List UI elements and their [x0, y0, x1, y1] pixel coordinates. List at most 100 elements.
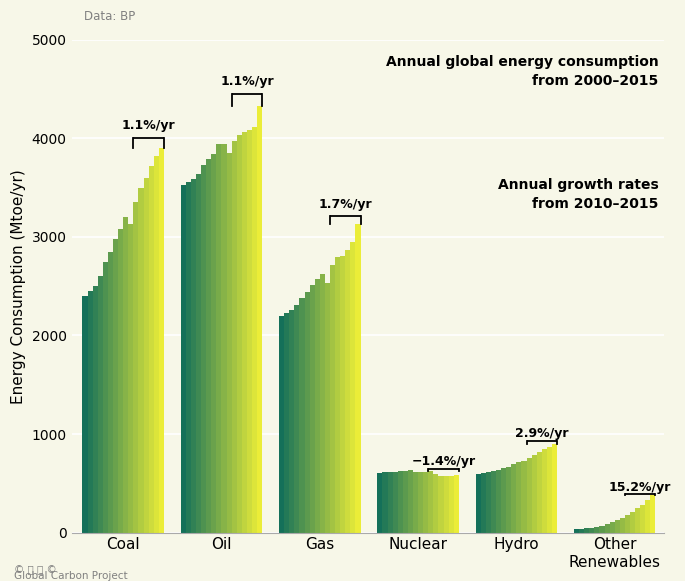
Bar: [144, 178, 149, 533]
Bar: [453, 475, 459, 533]
Bar: [393, 472, 398, 533]
Bar: [398, 471, 403, 533]
Bar: [88, 291, 92, 533]
Bar: [314, 279, 320, 533]
Bar: [635, 508, 640, 533]
Bar: [237, 135, 242, 533]
Bar: [153, 156, 159, 533]
Bar: [356, 224, 360, 533]
Bar: [552, 444, 557, 533]
Bar: [434, 475, 438, 533]
Bar: [221, 144, 227, 533]
Bar: [423, 472, 428, 533]
Bar: [325, 284, 330, 533]
Text: 1.7%/yr: 1.7%/yr: [319, 198, 372, 211]
Bar: [257, 106, 262, 533]
Bar: [527, 458, 532, 533]
Bar: [284, 313, 289, 533]
Bar: [350, 242, 356, 533]
Bar: [206, 159, 211, 533]
Bar: [382, 472, 388, 533]
Bar: [408, 470, 413, 533]
Bar: [123, 217, 128, 533]
Bar: [579, 529, 584, 533]
Bar: [191, 179, 196, 533]
Bar: [82, 296, 88, 533]
Bar: [501, 468, 506, 533]
Bar: [252, 127, 257, 533]
Bar: [537, 452, 542, 533]
Bar: [335, 257, 340, 533]
Text: © ⓘ Ⓢ ©: © ⓘ Ⓢ ©: [14, 565, 56, 575]
Bar: [645, 500, 650, 533]
Bar: [92, 286, 98, 533]
Bar: [201, 165, 206, 533]
Bar: [295, 305, 299, 533]
Text: −1.4%/yr: −1.4%/yr: [412, 456, 475, 468]
Text: Annual growth rates
from 2010–2015: Annual growth rates from 2010–2015: [498, 178, 658, 211]
Bar: [542, 449, 547, 533]
Bar: [481, 474, 486, 533]
Bar: [108, 252, 113, 533]
Bar: [232, 141, 237, 533]
Bar: [216, 144, 221, 533]
Text: 15.2%/yr: 15.2%/yr: [609, 480, 671, 494]
Bar: [138, 188, 144, 533]
Text: 1.1%/yr: 1.1%/yr: [220, 75, 274, 88]
Bar: [650, 495, 656, 533]
Bar: [98, 277, 103, 533]
Bar: [584, 528, 589, 533]
Bar: [511, 464, 516, 533]
Bar: [242, 132, 247, 533]
Bar: [444, 476, 449, 533]
Bar: [159, 148, 164, 533]
Text: Annual global energy consumption
from 2000–2015: Annual global energy consumption from 20…: [386, 55, 658, 88]
Bar: [345, 250, 350, 533]
Bar: [625, 515, 630, 533]
Bar: [640, 504, 645, 533]
Bar: [305, 292, 310, 533]
Bar: [614, 520, 620, 533]
Bar: [227, 153, 232, 533]
Bar: [128, 224, 134, 533]
Bar: [330, 264, 335, 533]
Bar: [428, 471, 434, 533]
Bar: [118, 229, 123, 533]
Bar: [506, 467, 511, 533]
Bar: [134, 202, 138, 533]
Bar: [377, 474, 382, 533]
Bar: [196, 174, 201, 533]
Bar: [547, 447, 552, 533]
Bar: [630, 512, 635, 533]
Bar: [149, 166, 153, 533]
Bar: [516, 462, 521, 533]
Text: Global Carbon Project: Global Carbon Project: [14, 571, 127, 581]
Bar: [340, 256, 345, 533]
Bar: [113, 239, 118, 533]
Bar: [186, 182, 191, 533]
Bar: [604, 524, 610, 533]
Bar: [403, 471, 408, 533]
Bar: [475, 474, 481, 533]
Bar: [438, 476, 444, 533]
Bar: [491, 471, 496, 533]
Bar: [211, 154, 216, 533]
Bar: [589, 528, 595, 533]
Bar: [599, 526, 604, 533]
Bar: [299, 298, 305, 533]
Bar: [289, 310, 295, 533]
Text: Data: BP: Data: BP: [84, 9, 135, 23]
Bar: [496, 469, 501, 533]
Bar: [388, 472, 393, 533]
Bar: [610, 522, 614, 533]
Y-axis label: Energy Consumption (Mtoe/yr): Energy Consumption (Mtoe/yr): [11, 169, 26, 404]
Bar: [279, 315, 284, 533]
Bar: [532, 455, 537, 533]
Bar: [486, 472, 491, 533]
Bar: [103, 261, 108, 533]
Bar: [620, 518, 625, 533]
Bar: [449, 476, 453, 533]
Bar: [418, 472, 423, 533]
Bar: [320, 274, 325, 533]
Bar: [574, 529, 579, 533]
